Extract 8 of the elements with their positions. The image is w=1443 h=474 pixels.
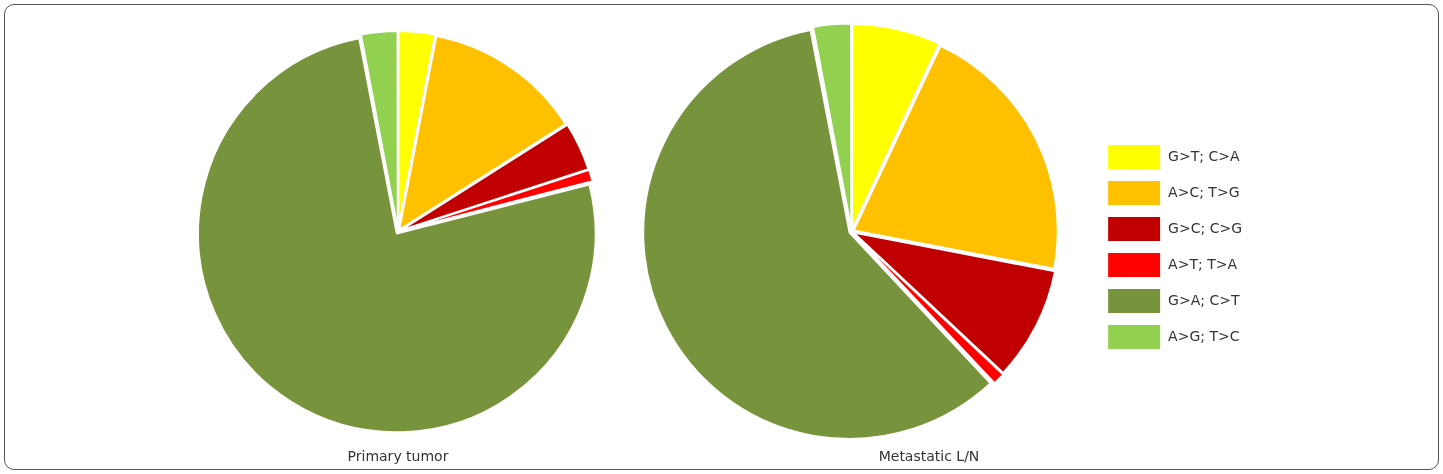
legend-label: A>C; T>G — [1168, 183, 1240, 200]
legend-label: G>A; C>T — [1168, 291, 1240, 308]
text: Primary tumor — [347, 448, 449, 465]
legend-label: G>T; C>A — [1168, 147, 1240, 164]
legend-label: A>G; T>C — [1168, 327, 1240, 344]
legend-label: G>C; C>G — [1168, 219, 1243, 236]
text: Metastatic L/N — [878, 448, 980, 465]
legend-label: A>T; T>A — [1168, 255, 1238, 272]
